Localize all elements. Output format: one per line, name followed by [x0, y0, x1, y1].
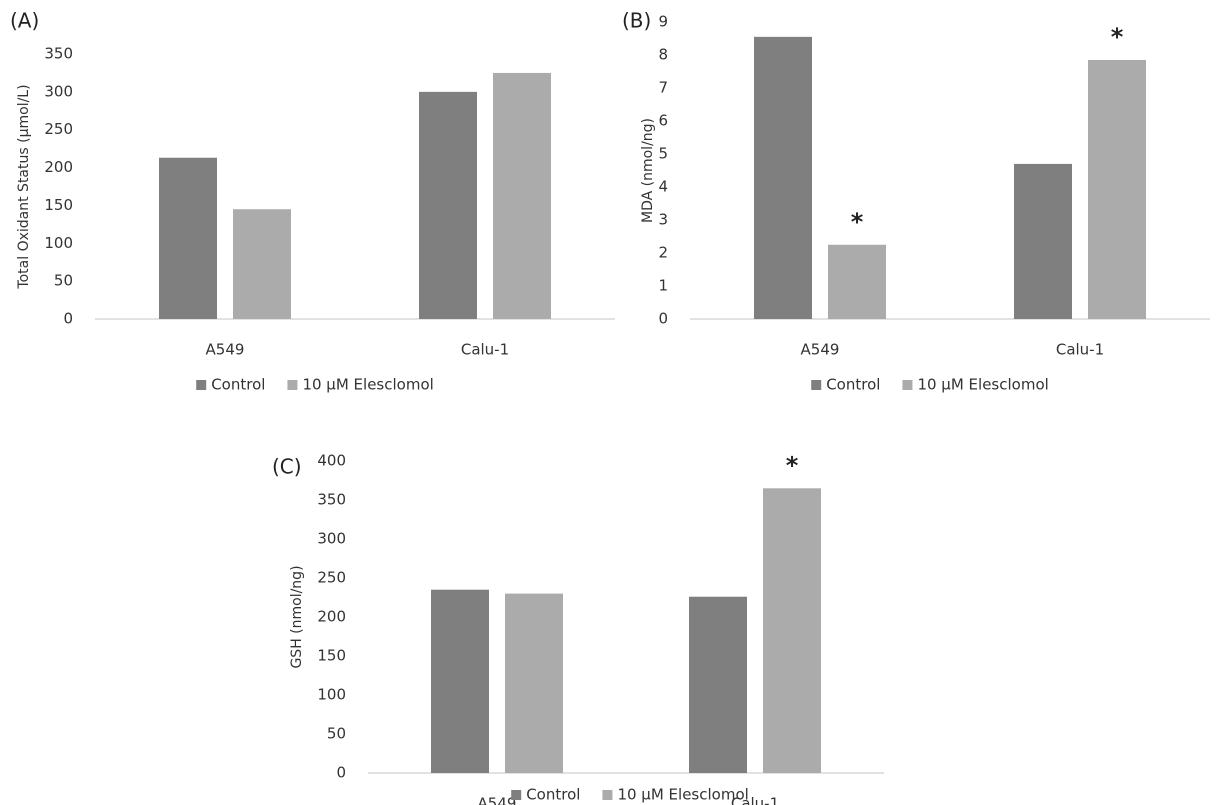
legend-swatch [511, 790, 522, 800]
y-tick-label: 0 [63, 310, 73, 328]
y-tick-label: 5 [658, 145, 668, 163]
y-tick-label: 0 [658, 310, 668, 328]
y-tick-label: 0 [336, 764, 346, 782]
x-tick-label: A549 [801, 341, 840, 359]
x-tick-label: A549 [206, 341, 245, 359]
legend: Control 10 µM Elesclomol [811, 376, 1049, 394]
significance-marker: * [786, 451, 799, 479]
legend-swatch [287, 380, 298, 390]
y-tick-label: 150 [44, 196, 73, 214]
y-axis-label: GSH (nmol/ng) [289, 565, 305, 668]
bar [159, 157, 217, 319]
y-tick-label: 3 [658, 211, 668, 229]
bar [233, 209, 291, 319]
x-tick-label: Calu-1 [731, 795, 779, 805]
panel-label: (B) [622, 9, 651, 33]
legend-label: 10 µM Elesclomol [302, 376, 433, 394]
y-axis-label: MDA (nmol/ng) [640, 118, 656, 223]
legend-label: 10 µM Elesclomol [617, 786, 748, 804]
x-tick-label: Calu-1 [1056, 341, 1104, 359]
chart: (A) Total Oxidant Status (µmol/L) 0 50 100 15… [10, 9, 615, 394]
y-tick-label: 300 [317, 530, 346, 548]
legend-swatch [902, 380, 913, 390]
y-tick-label: 400 [317, 452, 346, 470]
significance-marker: * [1111, 23, 1124, 51]
y-tick-label: 9 [658, 13, 668, 31]
y-tick-label: 50 [54, 272, 73, 290]
legend: Control 10 µM Elesclomol [511, 786, 749, 804]
y-tick-label: 150 [317, 647, 346, 665]
y-tick-label: 2 [658, 244, 668, 262]
chart: (B) MDA (nmol/ng) 0 1 2 3 4 5 6 7 8 9 A549 * Calu-1 * Co… [622, 9, 1210, 394]
y-tick-label: 200 [44, 158, 73, 176]
y-tick-label: 6 [658, 112, 668, 130]
x-tick-label: A549 [478, 795, 517, 805]
bar [431, 589, 489, 773]
bar [828, 244, 886, 319]
y-axis-label: Total Oxidant Status (µmol/L) [16, 84, 32, 289]
x-tick-label: Calu-1 [461, 341, 509, 359]
bar [1088, 59, 1146, 319]
y-tick-label: 50 [327, 725, 346, 743]
legend-swatch [811, 380, 822, 390]
y-tick-label: 100 [44, 234, 73, 252]
y-tick-label: 350 [44, 45, 73, 63]
chart: (C) GSH (nmol/ng) 0 50 100 150 200 250 300 350 400… [272, 451, 884, 805]
y-tick-label: 250 [317, 569, 346, 587]
legend-label: 10 µM Elesclomol [917, 376, 1048, 394]
bar [493, 72, 551, 319]
y-tick-label: 8 [658, 46, 668, 64]
legend-swatch [196, 380, 207, 390]
legend-label: Control [826, 376, 880, 394]
panel-label: (A) [10, 9, 39, 33]
y-tick-label: 350 [317, 491, 346, 509]
y-tick-label: 200 [317, 608, 346, 626]
panel-label: (C) [272, 455, 302, 479]
bar [419, 91, 477, 319]
legend: Control 10 µM Elesclomol [196, 376, 434, 394]
significance-marker: * [851, 208, 864, 236]
bar [689, 596, 747, 773]
bar [505, 593, 563, 773]
y-tick-label: 1 [658, 277, 668, 295]
bar [1014, 163, 1072, 319]
bar [763, 488, 821, 773]
y-tick-label: 250 [44, 120, 73, 138]
y-tick-label: 100 [317, 686, 346, 704]
legend-label: Control [526, 786, 580, 804]
legend-swatch [602, 790, 613, 800]
legend-label: Control [211, 376, 265, 394]
y-tick-label: 7 [658, 79, 668, 97]
y-tick-label: 300 [44, 82, 73, 100]
y-tick-label: 4 [658, 178, 668, 196]
bar [754, 36, 812, 319]
